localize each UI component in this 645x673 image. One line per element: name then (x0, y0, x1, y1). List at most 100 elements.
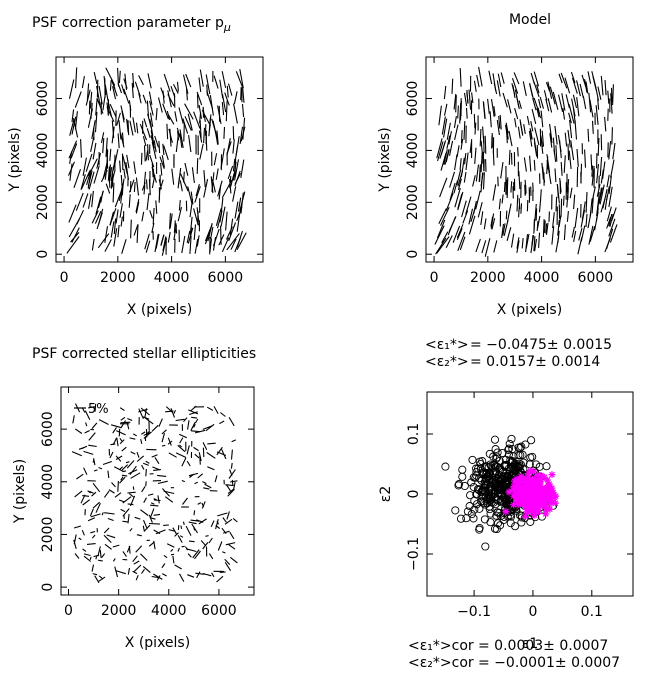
vector-stick (528, 83, 535, 100)
vector-stick (498, 198, 501, 210)
vector-stick (443, 103, 448, 116)
vector-stick (524, 184, 526, 196)
vector-stick (447, 216, 457, 236)
y-axis-label: Y (pixels) (12, 459, 28, 524)
scatter-point (541, 495, 549, 503)
vector-stick (148, 541, 155, 547)
vector-stick (122, 520, 128, 523)
vector-stick (478, 164, 481, 183)
vector-stick (112, 182, 115, 203)
vector-stick (576, 148, 579, 167)
vector-stick (102, 96, 106, 111)
vector-stick (161, 237, 168, 256)
vector-stick (196, 94, 199, 109)
scatter-point (513, 494, 521, 502)
scatter-point (516, 460, 525, 469)
vector-stick (606, 186, 610, 200)
vector-stick (132, 433, 137, 437)
vector-stick (209, 238, 213, 253)
plot-frame (425, 56, 634, 263)
vector-stick (232, 126, 235, 140)
vector-stick (215, 168, 219, 180)
scatter-point (519, 474, 527, 482)
vector-stick (226, 141, 232, 154)
vector-stick (220, 197, 224, 213)
vector-stick (518, 170, 521, 190)
vector-stick (181, 235, 186, 254)
vector-stick (117, 83, 123, 94)
vector-stick (147, 73, 152, 89)
vector-stick (105, 183, 111, 194)
vector-stick (92, 459, 95, 463)
vector-stick (164, 496, 174, 503)
vector-stick (216, 575, 224, 583)
vector-stick (438, 208, 447, 224)
scatter-point (475, 504, 484, 513)
vector-stick (173, 409, 177, 414)
vector-stick (135, 177, 140, 196)
vector-stick (587, 128, 590, 142)
vector-stick (165, 406, 173, 413)
stat-e2-value: = 0.0157± 0.0014 (470, 354, 600, 370)
vector-stick (473, 113, 476, 129)
vector-stick (82, 495, 90, 497)
vector-stick (176, 81, 179, 92)
vector-stick (240, 86, 242, 101)
scatter-point (524, 495, 532, 503)
vector-stick (434, 225, 445, 245)
vector-stick (215, 208, 222, 226)
vector-stick (440, 206, 450, 226)
vector-stick (95, 98, 98, 116)
vector-stick (564, 132, 568, 147)
vector-stick (170, 408, 176, 418)
vector-stick (469, 141, 473, 154)
vector-stick (582, 96, 587, 109)
scatter-point (469, 482, 478, 492)
vector-stick (194, 550, 201, 560)
vector-stick (205, 535, 209, 537)
vector-stick (471, 92, 474, 103)
vector-stick (181, 545, 185, 548)
scatter-point (552, 492, 560, 500)
vector-stick (73, 169, 82, 188)
vector-stick (206, 452, 216, 459)
vector-stick (142, 136, 147, 147)
y-tick-label: 4000 (35, 133, 51, 169)
vector-stick (109, 211, 115, 225)
vector-stick (188, 521, 197, 525)
vector-stick (210, 176, 214, 194)
vector-stick (106, 102, 109, 116)
vector-stick (215, 519, 219, 530)
vector-stick (482, 172, 485, 190)
x-tick-label: 6000 (208, 270, 244, 286)
scatter-point (522, 496, 530, 504)
vector-stick (92, 501, 100, 509)
vector-stick (104, 226, 109, 243)
vector-stick (179, 173, 189, 192)
vector-stick (217, 512, 228, 517)
vector-stick (71, 116, 77, 135)
vector-stick (189, 198, 194, 218)
vector-stick (129, 495, 136, 507)
vector-stick (468, 89, 472, 110)
vector-stick (545, 98, 550, 112)
vector-stick (453, 116, 457, 128)
vector-stick (98, 559, 103, 562)
vector-stick (562, 195, 565, 206)
vector-stick (194, 186, 201, 203)
vector-stick (578, 227, 583, 241)
vector-stick (184, 116, 192, 131)
vector-stick (78, 537, 82, 541)
vector-stick (228, 417, 235, 427)
scatter-point (497, 489, 506, 498)
vector-stick (119, 203, 123, 218)
vector-stick (460, 157, 465, 177)
vector-stick (459, 158, 462, 170)
vector-stick (474, 147, 477, 164)
scatter-point (506, 519, 515, 528)
scatter-point (522, 513, 530, 521)
vector-stick (187, 574, 195, 578)
scatter-point (543, 505, 551, 513)
vector-stick (443, 118, 448, 138)
vector-stick (158, 140, 161, 154)
